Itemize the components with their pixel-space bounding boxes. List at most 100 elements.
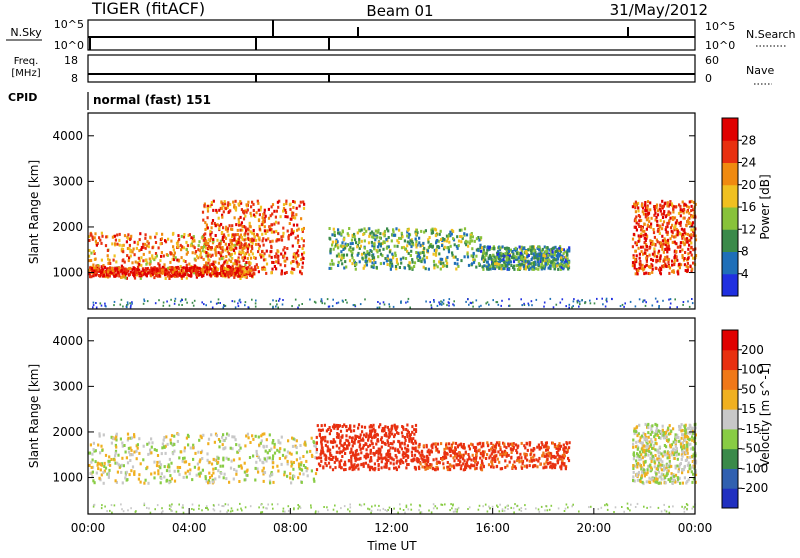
- data-cell: [295, 213, 297, 216]
- data-cell: [561, 459, 563, 462]
- data-cell: [462, 462, 464, 465]
- data-cell: [348, 459, 350, 462]
- data-cell: [392, 256, 394, 259]
- data-cell: [476, 463, 478, 466]
- data-cell: [426, 463, 428, 466]
- data-cell: [139, 238, 141, 241]
- data-cell: [675, 221, 677, 224]
- data-cell: [161, 452, 163, 455]
- data-cell: [193, 266, 195, 269]
- data-cell: [508, 261, 510, 264]
- data-cell: [467, 255, 469, 258]
- data-cell: [225, 305, 227, 307]
- data-cell: [219, 440, 221, 443]
- data-cell: [542, 259, 544, 262]
- data-cell: [138, 452, 140, 455]
- data-cell: [422, 454, 424, 457]
- data-cell: [422, 251, 424, 254]
- data-cell: [663, 213, 665, 216]
- data-cell: [663, 243, 665, 246]
- data-cell: [404, 436, 406, 439]
- data-cell: [649, 254, 651, 257]
- data-cell: [219, 272, 221, 275]
- data-cell: [399, 266, 401, 269]
- data-cell: [171, 477, 173, 480]
- data-cell: [411, 258, 413, 261]
- data-cell: [468, 456, 470, 459]
- data-cell: [647, 224, 649, 227]
- data-cell: [464, 255, 466, 258]
- data-cell: [239, 246, 241, 249]
- data-cell: [244, 462, 246, 465]
- data-cell: [511, 256, 513, 259]
- data-cell: [642, 230, 644, 233]
- data-cell: [298, 228, 300, 231]
- data-cell: [177, 440, 179, 443]
- data-cell: [293, 224, 295, 227]
- data-cell: [250, 230, 252, 233]
- data-cell: [558, 247, 560, 250]
- data-cell: [418, 451, 420, 454]
- data-cell: [332, 305, 334, 307]
- data-cell: [661, 265, 663, 268]
- data-cell: [172, 232, 174, 235]
- data-cell: [154, 448, 156, 451]
- noise-panel: N.Sky 10^5 10^0 10^5 10^0 N.Search: [6, 18, 796, 52]
- data-cell: [266, 250, 268, 253]
- data-cell: [369, 460, 371, 463]
- data-cell: [415, 442, 417, 445]
- data-cell: [530, 252, 532, 255]
- data-cell: [358, 440, 360, 443]
- data-cell: [541, 454, 543, 457]
- data-cell: [302, 257, 304, 260]
- data-cell: [437, 468, 439, 471]
- radar-title: TIGER (fitACF): [91, 0, 205, 18]
- data-cell: [635, 219, 637, 222]
- data-cell: [374, 238, 376, 241]
- data-cell: [676, 306, 678, 308]
- data-cell: [225, 207, 227, 210]
- data-cell: [357, 254, 359, 257]
- data-cell: [138, 257, 140, 260]
- data-cell: [559, 466, 561, 469]
- data-cell: [181, 256, 183, 259]
- data-cell: [378, 448, 380, 451]
- data-cell: [98, 432, 100, 435]
- data-cell: [133, 274, 135, 277]
- data-cell: [226, 261, 228, 264]
- data-cell: [337, 427, 339, 430]
- data-cell: [183, 246, 185, 249]
- data-cell: [169, 305, 171, 307]
- data-cell: [411, 451, 413, 454]
- data-cell: [452, 237, 454, 240]
- data-cell: [540, 446, 542, 449]
- data-cell: [270, 246, 272, 249]
- data-cell: [670, 298, 672, 300]
- data-cell: [682, 256, 684, 259]
- data-cell: [303, 239, 305, 242]
- data-cell: [249, 222, 251, 225]
- data-cell: [90, 275, 92, 278]
- data-cell: [292, 245, 294, 248]
- data-cell: [449, 298, 451, 300]
- data-cell: [527, 449, 529, 452]
- data-cell: [271, 231, 273, 234]
- data-cell: [278, 450, 280, 453]
- data-cell: [566, 442, 568, 445]
- data-cell: [306, 451, 308, 454]
- data-cell: [370, 232, 372, 235]
- data-cell: [670, 303, 672, 305]
- data-cell: [246, 474, 248, 477]
- data-cell: [423, 247, 425, 250]
- data-cell: [533, 252, 535, 255]
- data-cell: [129, 244, 131, 247]
- data-cell: [135, 450, 137, 453]
- data-cell: [354, 238, 356, 241]
- data-cell: [654, 207, 656, 210]
- data-cell: [270, 223, 272, 226]
- data-cell: [261, 469, 263, 472]
- data-cell: [649, 272, 651, 275]
- data-cell: [400, 300, 402, 302]
- data-cell: [413, 428, 415, 431]
- data-cell: [238, 261, 240, 264]
